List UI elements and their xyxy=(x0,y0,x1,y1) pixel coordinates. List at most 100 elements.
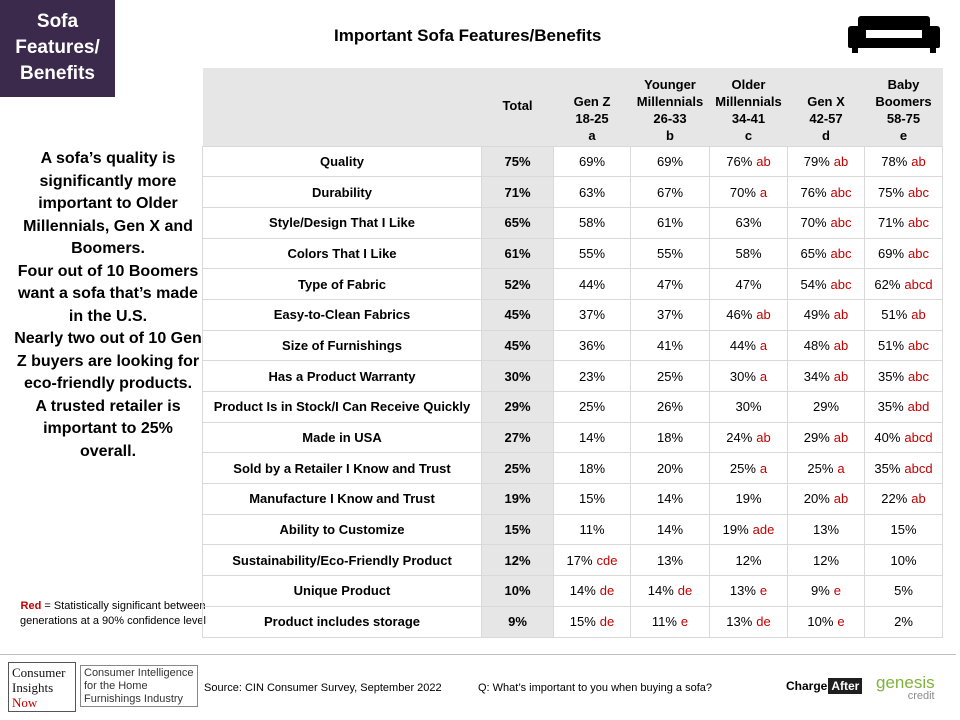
cell-percent: 14% xyxy=(578,430,606,446)
significance-letters: ab xyxy=(911,307,926,323)
cell-value: 19% ade xyxy=(709,513,788,546)
chargeafter-charge: Charge xyxy=(786,679,828,693)
genesis-name: genesis xyxy=(876,673,935,692)
cell-value: 20% xyxy=(630,452,710,485)
cell-value: 69% xyxy=(553,145,631,178)
cell-value: 61% xyxy=(630,206,710,239)
cell-percent: 78% xyxy=(881,153,908,169)
cell-percent: 19% xyxy=(735,491,762,507)
table-row: Quality 75% 69% 69% 76% ab 79% ab 78% ab xyxy=(202,145,943,178)
significance-letters: e xyxy=(680,614,689,630)
table-row: Style/Design That I Like 65% 58% 61% 63% 70% a… xyxy=(202,206,943,239)
header-col-2: Younger Millennials 26-33 b xyxy=(630,68,710,146)
significance-letters: a xyxy=(759,460,768,476)
row-label: Easy-to-Clean Fabrics xyxy=(202,298,482,331)
row-label: Unique Product xyxy=(202,575,482,607)
cell-percent: 13% xyxy=(656,552,684,568)
cell-value: 14% xyxy=(553,421,631,454)
cell-value: 70% a xyxy=(709,176,788,208)
significance-letters: ab xyxy=(911,491,926,507)
row-total: 45% xyxy=(481,329,554,362)
header-col-5-line-0: Baby xyxy=(887,76,920,92)
cell-percent: 11% xyxy=(579,522,605,538)
cell-percent: 18% xyxy=(578,460,606,476)
row-total: 19% xyxy=(481,483,554,515)
cell-value: 17% cde xyxy=(553,544,631,577)
significance-letters: abc xyxy=(830,276,852,292)
survey-question: Q: What’s important to you when buying a… xyxy=(478,682,712,694)
cell-value: 54% abc xyxy=(787,268,865,300)
features-table: Total Gen Z 18-25 a Younger Millennials 26-33 b… xyxy=(202,68,943,638)
cell-value: 37% xyxy=(553,298,631,331)
cell-percent: 29% xyxy=(812,399,840,415)
cell-value: 41% xyxy=(630,329,710,362)
significance-letters: abc xyxy=(908,337,929,353)
cell-percent: 25% xyxy=(578,399,606,415)
cell-percent: 12% xyxy=(735,552,762,568)
cell-percent: 65% xyxy=(800,245,827,261)
cell-value: 5% xyxy=(864,575,943,607)
significance-letters: ab xyxy=(833,307,849,323)
cell-value: 13% xyxy=(630,544,710,577)
cell-value: 51% abc xyxy=(864,329,943,362)
cell-percent: 23% xyxy=(578,368,606,384)
row-total: 12% xyxy=(481,544,554,577)
cell-percent: 41% xyxy=(656,337,684,353)
header-col-1: Gen Z 18-25 a xyxy=(553,68,631,146)
cell-percent: 5% xyxy=(894,583,913,599)
summary-paragraph-4: A trusted retailer is important to 25% o… xyxy=(35,397,181,460)
cell-percent: 11% xyxy=(651,614,677,630)
row-label: Sold by a Retailer I Know and Trust xyxy=(202,452,482,485)
header-col-3-line-1: Millennials xyxy=(715,93,782,109)
significance-letters: abc xyxy=(830,184,852,200)
row-total: 45% xyxy=(481,298,554,331)
significance-legend: Red = Statistically significant between … xyxy=(18,599,208,629)
cell-value: 76% ab xyxy=(709,145,788,178)
row-label: Size of Furnishings xyxy=(202,329,482,362)
cell-value: 34% ab xyxy=(787,360,865,392)
header-col-3-line-2: 34-41 xyxy=(731,110,766,126)
legend-red-word: Red xyxy=(20,600,42,612)
cell-percent: 30% xyxy=(735,399,762,415)
significance-letters: a xyxy=(837,460,845,476)
cell-percent: 24% xyxy=(726,430,753,446)
cell-percent: 51% xyxy=(878,337,905,353)
cell-value: 55% xyxy=(630,237,710,270)
cin-tagline: Consumer Intelligence for the Home Furni… xyxy=(80,665,198,707)
cell-percent: 20% xyxy=(803,491,830,507)
significance-letters: ab xyxy=(833,430,849,446)
table-row: Durability 71% 63% 67% 70% a 76% abc 75% abc xyxy=(202,176,943,208)
cell-value: 65% abc xyxy=(787,237,865,270)
significance-letters: abc xyxy=(908,184,929,200)
significance-letters: e xyxy=(759,583,768,599)
cell-percent: 2% xyxy=(894,614,913,630)
cell-value: 49% ab xyxy=(787,298,865,331)
table-row: Manufacture I Know and Trust 19% 15% 14% 19%… xyxy=(202,483,943,515)
cell-value: 14% de xyxy=(630,575,710,607)
cell-percent: 36% xyxy=(578,337,606,353)
cell-value: 47% xyxy=(709,268,788,300)
cell-value: 26% xyxy=(630,391,710,423)
cell-percent: 54% xyxy=(800,276,827,292)
cell-value: 47% xyxy=(630,268,710,300)
cell-percent: 76% xyxy=(800,184,827,200)
cell-percent: 14% xyxy=(647,583,674,599)
source-note: Source: CIN Consumer Survey, September 2… xyxy=(204,682,442,694)
cell-percent: 25% xyxy=(729,460,756,476)
cell-value: 23% xyxy=(553,360,631,392)
cell-percent: 40% xyxy=(874,430,901,446)
summary-paragraph-1: A sofa’s quality is significantly more i… xyxy=(23,150,193,257)
cell-percent: 35% xyxy=(878,368,905,384)
cell-value: 25% a xyxy=(709,452,788,485)
cell-value: 63% xyxy=(553,176,631,208)
cell-value: 14% de xyxy=(553,575,631,607)
cell-percent: 15% xyxy=(578,491,606,507)
significance-letters: abc xyxy=(830,245,852,261)
cell-percent: 70% xyxy=(800,215,827,231)
significance-letters: e xyxy=(837,614,845,630)
cell-percent: 58% xyxy=(578,215,606,231)
table-row: Product Is in Stock/I Can Receive Quickl… xyxy=(202,391,943,423)
cell-percent: 71% xyxy=(878,215,905,231)
cell-percent: 25% xyxy=(807,460,834,476)
table-row: Product includes storage 9% 15% de 11% e 13% de… xyxy=(202,605,943,638)
